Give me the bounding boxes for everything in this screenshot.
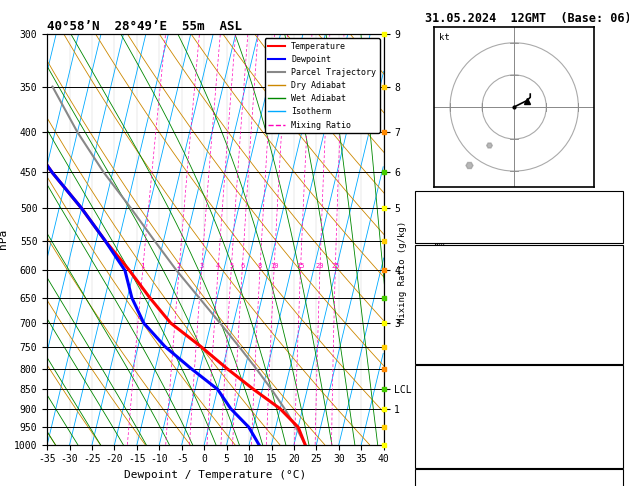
Text: Pressure (mb): Pressure (mb) [419, 387, 500, 397]
Text: 12.2: 12.2 [594, 283, 619, 293]
Text: 3: 3 [199, 263, 204, 269]
Text: CIN (J): CIN (J) [419, 349, 463, 359]
Text: 320: 320 [600, 299, 619, 309]
Text: 6: 6 [240, 263, 244, 269]
Text: 20: 20 [316, 263, 324, 269]
Text: CAPE (J): CAPE (J) [419, 436, 469, 446]
Text: 0: 0 [613, 436, 619, 446]
Text: 1: 1 [613, 420, 619, 430]
Text: 1: 1 [140, 263, 145, 269]
Text: 320: 320 [600, 403, 619, 413]
Text: 2: 2 [177, 263, 181, 269]
Text: 1: 1 [613, 316, 619, 326]
Text: Temp (°C): Temp (°C) [419, 266, 475, 276]
Text: 22.5: 22.5 [594, 266, 619, 276]
Text: 2.01: 2.01 [594, 228, 619, 238]
Text: 15: 15 [296, 263, 304, 269]
Text: θₑ (K): θₑ (K) [419, 403, 457, 413]
Text: CIN (J): CIN (J) [419, 453, 463, 463]
Text: 20: 20 [606, 195, 619, 205]
Legend: Temperature, Dewpoint, Parcel Trajectory, Dry Adiabat, Wet Adiabat, Isotherm, Mi: Temperature, Dewpoint, Parcel Trajectory… [265, 38, 379, 133]
Y-axis label: km
ASL: km ASL [431, 240, 448, 261]
Text: Lifted Index: Lifted Index [419, 420, 494, 430]
Text: 8: 8 [258, 263, 262, 269]
Text: Mixing Ratio (g/kg): Mixing Ratio (g/kg) [398, 221, 407, 323]
Y-axis label: hPa: hPa [0, 229, 8, 249]
Text: Dewp (°C): Dewp (°C) [419, 283, 475, 293]
Text: Surface: Surface [497, 250, 541, 260]
Text: PW (cm): PW (cm) [419, 228, 463, 238]
Text: K: K [419, 195, 425, 205]
Text: 40°58’N  28°49’E  55m  ASL: 40°58’N 28°49’E 55m ASL [47, 20, 242, 33]
Text: 31.05.2024  12GMT  (Base: 06): 31.05.2024 12GMT (Base: 06) [425, 12, 629, 25]
Text: 0: 0 [613, 332, 619, 342]
Text: © weatheronline.co.uk: © weatheronline.co.uk [462, 471, 576, 480]
Text: θₑ(K): θₑ(K) [419, 299, 450, 309]
Text: 0: 0 [613, 453, 619, 463]
Text: Lifted Index: Lifted Index [419, 316, 494, 326]
Text: Hodograph: Hodograph [491, 474, 547, 484]
Text: 48: 48 [606, 212, 619, 222]
Text: 5: 5 [229, 263, 233, 269]
Text: kt: kt [439, 33, 450, 42]
Text: Totals Totals: Totals Totals [419, 212, 500, 222]
Text: 0: 0 [613, 349, 619, 359]
Text: Most Unstable: Most Unstable [478, 370, 560, 380]
Text: 4: 4 [216, 263, 220, 269]
Text: 1007: 1007 [594, 387, 619, 397]
X-axis label: Dewpoint / Temperature (°C): Dewpoint / Temperature (°C) [125, 470, 306, 480]
Text: 10: 10 [270, 263, 278, 269]
Text: 25: 25 [331, 263, 340, 269]
Text: CAPE (J): CAPE (J) [419, 332, 469, 342]
